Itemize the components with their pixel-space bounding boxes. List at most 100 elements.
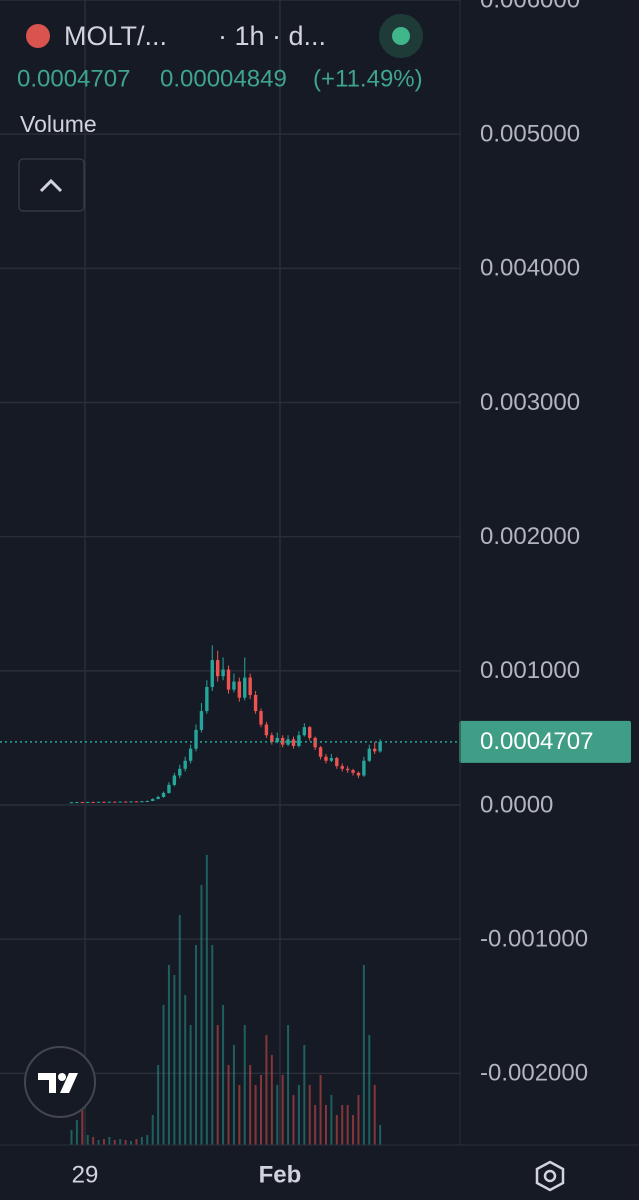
symbol-icon — [26, 24, 50, 48]
candle-body — [237, 681, 242, 698]
volume-bar — [195, 945, 198, 1145]
volume-bar — [205, 855, 208, 1145]
volume-bar — [265, 1035, 268, 1145]
volume-bar — [173, 975, 176, 1145]
volume-bar — [157, 1065, 160, 1145]
volume-bar — [146, 1135, 149, 1145]
volume-bar — [232, 1045, 235, 1145]
candle-body — [123, 801, 128, 803]
y-tick-label: 0.004000 — [480, 255, 580, 282]
candle-body — [275, 737, 279, 742]
candle-body — [362, 760, 366, 776]
volume-bar — [297, 1085, 300, 1145]
collapse-button[interactable] — [18, 158, 85, 212]
candle-body — [210, 660, 214, 687]
volume-bar — [97, 1140, 100, 1145]
volume-bar — [216, 1025, 219, 1145]
volume-bar — [189, 1025, 192, 1145]
status-dot — [392, 27, 410, 45]
volume-bar — [260, 1075, 263, 1145]
volume-bar — [292, 1095, 295, 1145]
candle-body — [199, 711, 204, 730]
candle-body — [221, 669, 225, 677]
volume-bar — [108, 1137, 111, 1145]
volume-bar — [113, 1140, 116, 1145]
candle-body — [145, 800, 149, 802]
change: 0.00004849 — [160, 65, 287, 92]
candle-layer — [69, 645, 382, 804]
x-tick-label: Feb — [259, 1161, 302, 1188]
tv-logo[interactable] — [24, 1046, 96, 1118]
volume-bar — [346, 1105, 349, 1145]
candle-body — [378, 741, 382, 752]
volume-bar — [308, 1085, 311, 1145]
volume-bar — [276, 1085, 279, 1145]
volume-bar — [335, 1115, 338, 1145]
y-tick-label: 0.002000 — [480, 523, 580, 550]
y-tick-label: 0.003000 — [480, 389, 580, 416]
volume-bar — [324, 1105, 327, 1145]
volume-bar — [319, 1075, 322, 1145]
candle-body — [373, 748, 377, 752]
candle-body — [113, 801, 117, 803]
candle-body — [259, 711, 263, 725]
candle-body — [286, 739, 290, 745]
volume-bar — [379, 1125, 382, 1145]
candle-body — [69, 802, 74, 804]
candle-body — [335, 758, 339, 767]
volume-bar — [238, 1085, 241, 1145]
volume-bar — [81, 1105, 84, 1145]
candle-body — [232, 681, 236, 690]
volume-bar — [124, 1140, 127, 1145]
y-tick-label: -0.002000 — [480, 1060, 588, 1087]
volume-bar — [184, 995, 187, 1145]
candle-body — [194, 729, 198, 749]
candle-body — [161, 792, 166, 797]
volume-label: Volume — [20, 111, 97, 137]
candle-body — [308, 727, 312, 738]
candle-body — [129, 801, 133, 803]
volume-bar — [211, 945, 214, 1145]
y-tick-label: 0.0000 — [480, 791, 553, 818]
volume-bar — [151, 1115, 154, 1145]
volume-bar — [119, 1139, 122, 1145]
candle-body — [356, 772, 361, 776]
candle-body — [297, 735, 301, 746]
candle-body — [340, 766, 344, 769]
volume-bar — [341, 1105, 344, 1145]
settings-button[interactable] — [535, 1160, 565, 1192]
y-tick-label: 0.006000 — [480, 0, 580, 13]
y-tick-label: -0.001000 — [480, 926, 588, 953]
settings-icon — [535, 1160, 565, 1192]
candle-body — [248, 677, 252, 695]
x-tick-label: 29 — [72, 1161, 99, 1188]
last-price-box — [459, 720, 631, 763]
candle-body — [140, 801, 144, 803]
volume-bar — [249, 1065, 252, 1145]
candle-body — [270, 735, 274, 742]
header: MOLT/... · 1h · d... 0.0004707 0.0000484… — [17, 14, 423, 212]
volume-bar — [135, 1139, 138, 1145]
volume-bar — [162, 1005, 165, 1145]
candle-body — [188, 748, 193, 761]
settings-center — [543, 1169, 557, 1183]
candle-body — [367, 748, 371, 761]
candle-body — [102, 801, 106, 803]
chevron-icon — [39, 178, 63, 193]
candle-body — [91, 801, 95, 803]
volume-bar — [75, 1120, 78, 1145]
candle-body — [291, 739, 296, 746]
interval: · 1h · d... — [218, 21, 326, 51]
candle-body — [151, 798, 155, 801]
volume-bar — [303, 1045, 306, 1145]
volume-bar — [200, 885, 203, 1145]
candle-body — [172, 775, 177, 785]
volume-bar — [357, 1095, 360, 1145]
y-tick-label: 0.001000 — [480, 657, 580, 684]
candle-body — [243, 677, 247, 698]
candle-body — [253, 694, 258, 712]
candle-body — [324, 756, 328, 761]
candle-body — [318, 747, 323, 757]
